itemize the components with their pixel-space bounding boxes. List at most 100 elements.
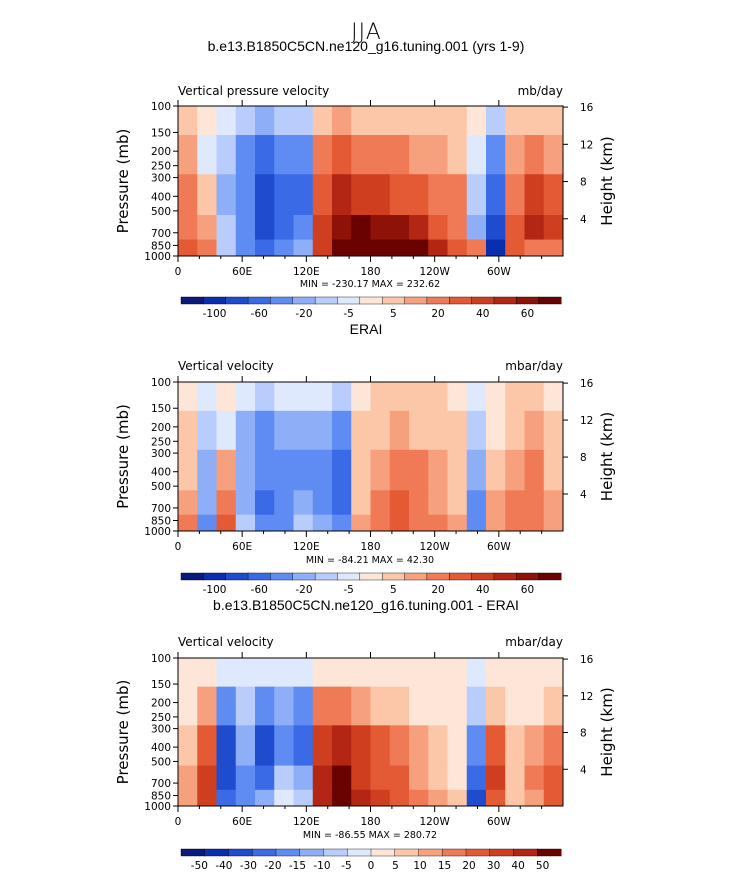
heatmap-cell: [505, 658, 525, 687]
colorbar-swatch: [292, 572, 316, 581]
heatmap-cell: [274, 489, 294, 515]
y-tick-label: 400: [151, 467, 171, 479]
heatmap-cell: [235, 724, 256, 766]
colorbar-swatch: [537, 848, 562, 857]
heatmap-cell: [216, 239, 237, 257]
heatmap-cell: [312, 686, 333, 726]
heatmap-cell: [524, 106, 545, 136]
colorbar: -100 -60 -20 -5 5 20 40 60: [180, 296, 562, 320]
heatmap-cell: [197, 106, 217, 136]
heatmap-cell: [389, 214, 410, 240]
heatmap-cell: [466, 514, 487, 532]
heatmap-cell: [370, 658, 391, 687]
heatmap-cell: [543, 173, 564, 216]
heatmap-cell: [428, 134, 448, 175]
min-max-label: MIN = -84.21 MAX = 42.30: [306, 555, 434, 566]
heatmap-cell: [409, 789, 429, 807]
colorbar-label: 60: [521, 584, 534, 596]
colorbar-swatch: [252, 848, 277, 857]
heatmap-cell: [293, 214, 314, 240]
heatmap-cell: [409, 382, 429, 411]
colorbar-swatch: [404, 572, 428, 581]
heatmap-cell: [332, 489, 352, 515]
heatmap-cell: [178, 658, 198, 687]
heatmap-cell: [351, 173, 371, 216]
heatmap-cell: [466, 239, 487, 257]
y-tick-label: 500: [151, 206, 171, 218]
heatmap-cell: [274, 765, 294, 790]
heatmap-cell: [505, 410, 525, 450]
heatmap-cell: [293, 173, 314, 216]
heatmap-cell: [235, 489, 256, 515]
colorbar-label: -10: [313, 860, 330, 872]
heatmap-cell: [428, 106, 448, 136]
heatmap-cell: [351, 724, 371, 766]
heatmap-cell: [293, 410, 314, 450]
heatmap-cell: [178, 106, 198, 136]
y-tick-label: 500: [151, 756, 171, 768]
heatmap-cell: [486, 239, 506, 257]
heatmap-cell: [255, 514, 275, 532]
colorbar-swatch: [489, 848, 514, 857]
chart-panel-2: ERAI Vertical velocity mbar/day 0 60E 120E 180…: [114, 321, 616, 596]
heatmap-cell: [505, 686, 525, 726]
x-tick-label: 60W: [487, 816, 511, 828]
heatmap-cell: [524, 514, 545, 532]
heatmap-cell: [409, 410, 429, 450]
heatmap-cell: [235, 382, 256, 411]
heatmap-cell: [389, 106, 410, 136]
y2-tick-label: 16: [580, 102, 594, 114]
heatmap-cell: [235, 410, 256, 450]
heatmap-cell: [312, 106, 333, 136]
colorbar-label: -50: [191, 860, 208, 872]
heatmap-cell: [235, 239, 256, 257]
colorbar-label: 0: [368, 860, 375, 872]
heatmap-cell: [524, 239, 545, 257]
heatmap-cell: [255, 106, 275, 136]
y-axis-title: Pressure (mb): [114, 680, 132, 785]
heatmap-cell: [370, 724, 391, 766]
heatmap-cell: [389, 382, 410, 411]
heatmap-cell: [409, 106, 429, 136]
colorbar-swatch: [513, 848, 538, 857]
colorbar: -100 -60 -20 -5 5 20 40 60: [180, 572, 562, 596]
heatmap-cell: [293, 765, 314, 790]
colorbar-swatch: [394, 848, 419, 857]
heatmap-cell: [216, 686, 237, 726]
y2-tick-label: 12: [580, 691, 593, 703]
heatmap-cell: [543, 686, 564, 726]
heatmap-cell: [466, 382, 487, 411]
heatmap-cell: [524, 173, 545, 216]
heatmap-cell: [389, 173, 410, 216]
heatmap-cell: [216, 214, 237, 240]
colorbar-swatch: [180, 572, 204, 581]
chart-panel-1: b.e13.B1850C5CN.ne120_g16.tuning.001 (yr…: [114, 38, 616, 320]
heatmap-cell: [524, 382, 545, 411]
heatmap-cell: [312, 789, 333, 807]
heatmap-cell: [505, 173, 525, 216]
heatmap-cell: [293, 449, 314, 491]
colorbar-swatch: [426, 296, 450, 305]
y-tick-label: 850: [151, 791, 171, 803]
heatmap-cell: [293, 134, 314, 175]
heatmap-cell: [466, 106, 487, 136]
heatmap-cell: [428, 686, 448, 726]
heatmap-cell: [447, 658, 468, 687]
y2-tick-label: 4: [580, 214, 587, 226]
heatmap-cell: [428, 789, 448, 807]
colorbar-swatch: [275, 848, 301, 857]
heatmap-cell: [466, 449, 487, 491]
heatmap-cell: [197, 239, 217, 257]
heatmap-cell: [466, 789, 487, 807]
colorbar-label: 40: [511, 860, 524, 872]
heatmap-cell: [197, 449, 217, 491]
x-tick-label: 60E: [232, 816, 252, 828]
heatmap-cell: [216, 173, 237, 216]
heatmap-cell: [409, 489, 429, 515]
heatmap-cell: [351, 382, 371, 411]
colorbar-label: -5: [343, 308, 353, 320]
y2-tick-label: 4: [580, 489, 587, 501]
heatmap-cell: [428, 410, 448, 450]
heatmap-cell: [312, 134, 333, 175]
heatmap-cell: [409, 658, 429, 687]
